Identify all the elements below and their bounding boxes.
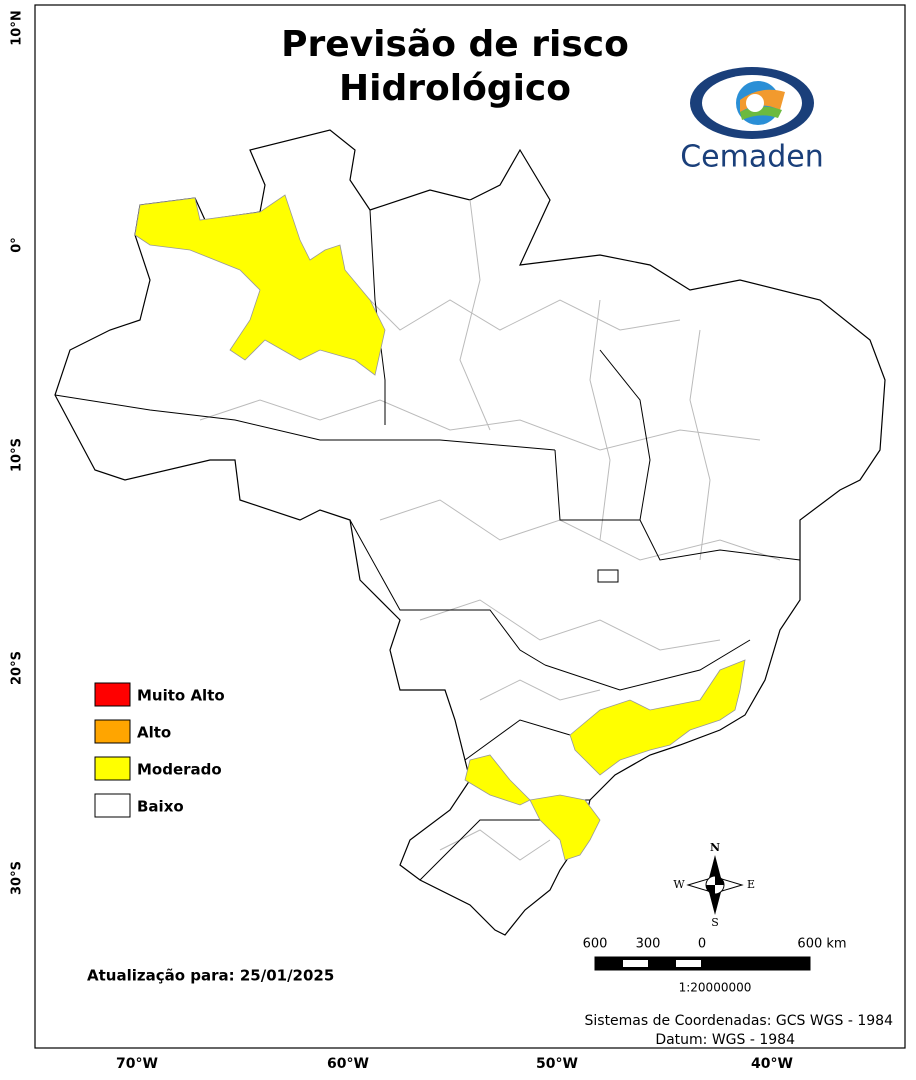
risk-areas: [134, 194, 746, 861]
legend-swatch: [94, 793, 131, 818]
legend-swatch: [94, 682, 131, 707]
latitude-label: 10°N: [10, 10, 25, 45]
longitude-label: 60°W: [327, 1056, 369, 1072]
compass-label: S: [711, 916, 719, 929]
update-date: Atualização para: 25/01/2025: [87, 967, 334, 985]
scale-label: 600 km: [797, 937, 846, 952]
compass-label: N: [710, 841, 720, 854]
title-line: Previsão de risco: [281, 24, 629, 65]
latitude-label: 0°: [10, 237, 25, 253]
latitude-label: 10°S: [10, 438, 25, 472]
legend-label: Baixo: [137, 798, 184, 816]
scale-ratio: 1:20000000: [679, 981, 752, 995]
logo-text: Cemaden: [680, 140, 824, 175]
scale-label: 0: [698, 937, 706, 952]
scale-label: 300: [636, 937, 661, 952]
footer-line: Datum: WGS - 1984: [655, 1032, 795, 1048]
legend-label: Moderado: [137, 761, 222, 779]
compass-label: E: [747, 878, 755, 891]
latitude-label: 20°S: [10, 651, 25, 685]
compass: N E S W: [673, 841, 755, 929]
legend-label: Alto: [137, 724, 171, 742]
scale-label: 600: [583, 937, 608, 952]
legend-swatch: [94, 756, 131, 781]
latitude-labels: 10°N 0° 10°S 20°S 30°S: [10, 10, 25, 895]
longitude-label: 70°W: [116, 1056, 158, 1072]
logo: Cemaden: [680, 67, 824, 175]
longitude-label: 40°W: [751, 1056, 793, 1072]
legend-label: Muito Alto: [137, 687, 225, 705]
title-line: Hidrológico: [339, 68, 571, 109]
longitude-labels: 70°W 60°W 50°W 40°W: [116, 1056, 793, 1072]
longitude-label: 50°W: [536, 1056, 578, 1072]
latitude-label: 30°S: [10, 861, 25, 895]
legend: Muito Alto Alto Moderado Baixo: [94, 682, 225, 818]
footer-line: Sistemas de Coordenadas: GCS WGS - 1984: [585, 1013, 894, 1029]
scale-bar: [594, 956, 811, 971]
internal-boundaries: [199, 199, 781, 861]
compass-label: W: [673, 878, 685, 891]
legend-swatch: [94, 719, 131, 744]
